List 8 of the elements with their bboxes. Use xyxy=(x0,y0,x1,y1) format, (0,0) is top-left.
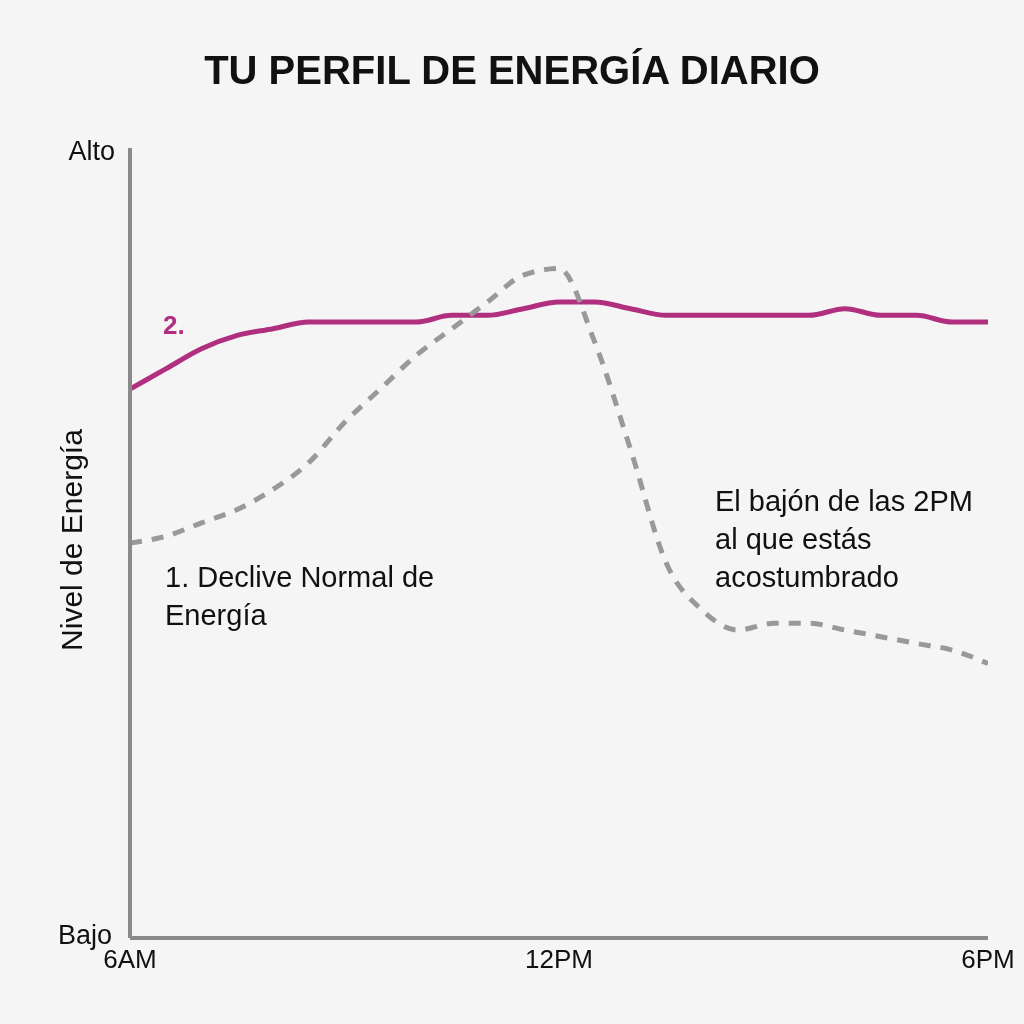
annotation: 1. Declive Normal de Energía xyxy=(165,560,436,633)
x-tick-label: 6PM xyxy=(961,944,1015,974)
text: Alto xyxy=(68,135,115,168)
annotation: El bajón de las 2PM al que estás acostumbrado xyxy=(715,484,974,595)
x-tick-label: 12PM xyxy=(525,944,593,974)
y-axis-title: Nivel de Energía xyxy=(55,429,89,651)
annotation: 2. xyxy=(163,309,185,342)
chart-title: TU PERFIL DE ENERGÍA DIARIO xyxy=(203,48,821,93)
